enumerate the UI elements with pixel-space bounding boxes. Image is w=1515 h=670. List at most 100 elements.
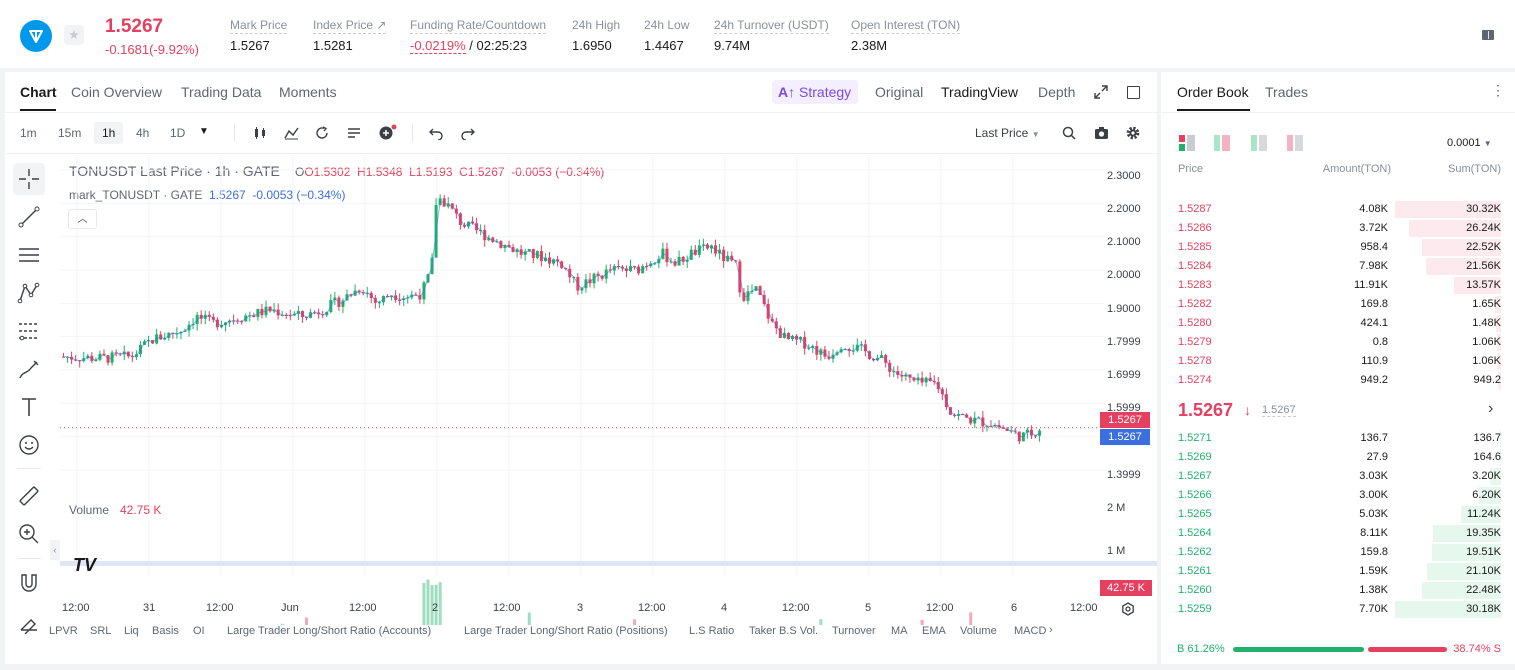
chart-settings-icon[interactable]	[1121, 602, 1135, 616]
bid-row[interactable]: 1.5265 5.03K 11.24K	[1161, 505, 1515, 524]
collapse-toolbar-icon[interactable]: ‹	[50, 540, 60, 560]
view-asks-icon[interactable]	[1287, 135, 1303, 151]
horizontal-lines-icon[interactable]	[17, 243, 41, 267]
indicator-scroll-right-icon[interactable]: ›	[1049, 624, 1053, 636]
magnet-icon[interactable]	[17, 572, 41, 596]
view-mixed-icon[interactable]	[1214, 135, 1230, 151]
tab-trades[interactable]: Trades	[1265, 84, 1309, 100]
tab-tradingview[interactable]: TradingView	[941, 84, 1019, 100]
candle-type-icon[interactable]	[253, 126, 267, 140]
ask-row[interactable]: 1.5286 3.72K 26.24K	[1161, 219, 1515, 238]
tab-trading-data[interactable]: Trading Data	[181, 84, 262, 100]
ask-row[interactable]: 1.5287 4.08K 30.32K	[1161, 200, 1515, 219]
bid-row[interactable]: 1.5259 7.70K 30.18K	[1161, 600, 1515, 619]
templates-icon[interactable]	[347, 126, 361, 140]
ob-sum: 30.18K	[1466, 603, 1501, 615]
open-interest-label[interactable]: Open Interest (TON)	[851, 18, 961, 34]
indicator-item[interactable]: OI	[193, 625, 205, 637]
tab-original[interactable]: Original	[875, 84, 924, 100]
lock-drawing-icon[interactable]	[17, 610, 41, 634]
text-tool-icon[interactable]	[17, 395, 41, 419]
bid-row[interactable]: 1.5261 1.59K 21.10K	[1161, 562, 1515, 581]
turnover-label[interactable]: 24h Turnover (USDT)	[714, 18, 829, 34]
indicator-item[interactable]: SRL	[90, 625, 112, 637]
ruler-icon[interactable]	[17, 484, 41, 508]
candle	[714, 239, 718, 257]
funding-rate-label[interactable]: Funding Rate/Countdown	[410, 18, 547, 34]
ob-mid-mark-price[interactable]: 1.5267	[1262, 404, 1296, 417]
book-icon[interactable]	[1481, 28, 1495, 42]
ask-row[interactable]: 1.5274 949.2 949.2	[1161, 371, 1515, 390]
zoom-in-icon[interactable]	[17, 522, 41, 546]
bid-row[interactable]: 1.5264 8.11K 19.35K	[1161, 524, 1515, 543]
indicator-item[interactable]: Volume	[960, 625, 997, 637]
bid-row[interactable]: 1.5262 159.8 19.51K	[1161, 543, 1515, 562]
price-type-select[interactable]: Last Price ▼	[975, 126, 1040, 140]
fib-retracement-icon[interactable]	[17, 319, 41, 343]
search-icon[interactable]	[1062, 126, 1076, 140]
timeframe-1d[interactable]: 1D	[170, 126, 186, 140]
tab-moments[interactable]: Moments	[279, 84, 337, 100]
tab-depth[interactable]: Depth	[1038, 84, 1076, 100]
popout-icon[interactable]	[1127, 86, 1140, 99]
candlestick-chart[interactable]	[60, 155, 1157, 625]
strategy-arrow-icon: ↑	[788, 84, 800, 100]
favorite-star-icon[interactable]: ★	[64, 25, 84, 45]
ask-row[interactable]: 1.5284 7.98K 21.56K	[1161, 257, 1515, 276]
indicator-item[interactable]: MACD	[1014, 625, 1047, 637]
view-both-icon[interactable]	[1179, 135, 1195, 151]
indicator-item[interactable]: L.S Ratio	[689, 625, 735, 637]
replay-icon[interactable]	[315, 126, 329, 140]
ask-row[interactable]: 1.5283 11.91K 13.57K	[1161, 276, 1515, 295]
indicator-item[interactable]: LPVR	[49, 625, 78, 637]
indicator-item[interactable]: MA	[891, 625, 908, 637]
emoji-tool-icon[interactable]	[17, 433, 41, 457]
redo-icon[interactable]	[461, 126, 475, 140]
ask-row[interactable]: 1.5279 0.8 1.06K	[1161, 333, 1515, 352]
bid-row[interactable]: 1.5267 3.03K 3.20K	[1161, 467, 1515, 486]
undo-icon[interactable]	[429, 126, 443, 140]
timeframe-15m[interactable]: 15m	[58, 126, 82, 140]
volume-bar	[920, 619, 924, 625]
strategy-button[interactable]: A↑ Strategy	[772, 80, 858, 104]
precision-select[interactable]: 0.0001 ▼	[1447, 137, 1492, 149]
tab-order-book[interactable]: Order Book	[1177, 84, 1249, 100]
collapse-legend-icon[interactable]: ︿	[68, 209, 97, 229]
timeframe-1m[interactable]: 1m	[20, 126, 37, 140]
brush-tool-icon[interactable]	[17, 357, 41, 381]
more-options-icon[interactable]: ⋮	[1491, 82, 1505, 98]
settings-gear-icon[interactable]	[1126, 126, 1140, 140]
bid-row[interactable]: 1.5269 27.9 164.6	[1161, 448, 1515, 467]
ask-row[interactable]: 1.5282 169.8 1.65K	[1161, 295, 1515, 314]
indicator-item[interactable]: Liq	[124, 625, 139, 637]
tab-chart[interactable]: Chart	[20, 84, 57, 100]
bid-row[interactable]: 1.5271 136.7 136.7	[1161, 429, 1515, 448]
ask-row[interactable]: 1.5280 424.1 1.48K	[1161, 314, 1515, 333]
tab-coin-overview[interactable]: Coin Overview	[71, 84, 163, 100]
view-bids-icon[interactable]	[1251, 135, 1267, 151]
indicator-item[interactable]: EMA	[922, 625, 946, 637]
crosshair-icon[interactable]	[17, 167, 41, 191]
indicator-item[interactable]: Basis	[152, 625, 179, 637]
ask-row[interactable]: 1.5278 110.9 1.06K	[1161, 352, 1515, 371]
chevron-right-icon[interactable]: ›	[1488, 400, 1494, 417]
index-price-label[interactable]: Index Price ↗	[313, 18, 387, 34]
mark-price-label[interactable]: Mark Price	[230, 18, 288, 34]
timeframe-dropdown-icon[interactable]: ▼	[199, 126, 209, 137]
ask-row[interactable]: 1.5285 958.4 22.52K	[1161, 238, 1515, 257]
bid-row[interactable]: 1.5260 1.38K 22.48K	[1161, 581, 1515, 600]
indicator-item[interactable]: Large Trader Long/Short Ratio (Accounts)	[227, 625, 432, 637]
indicators-icon[interactable]	[284, 126, 299, 140]
bid-row[interactable]: 1.5266 3.00K 6.20K	[1161, 486, 1515, 505]
camera-icon[interactable]	[1094, 126, 1109, 140]
pattern-tool-icon[interactable]	[17, 281, 41, 305]
timeframe-4h[interactable]: 4h	[136, 126, 150, 140]
trend-line-icon[interactable]	[17, 205, 41, 229]
pane-separator[interactable]	[60, 561, 1157, 566]
indicator-item[interactable]: Large Trader Long/Short Ratio (Positions…	[464, 625, 668, 637]
timeframe-1h[interactable]: 1h	[94, 122, 124, 144]
fullscreen-icon[interactable]	[1094, 85, 1108, 99]
indicator-item[interactable]: Taker B.S Vol.	[749, 625, 819, 637]
add-indicator-icon[interactable]	[378, 124, 398, 142]
indicator-item[interactable]: Turnover	[832, 625, 876, 637]
